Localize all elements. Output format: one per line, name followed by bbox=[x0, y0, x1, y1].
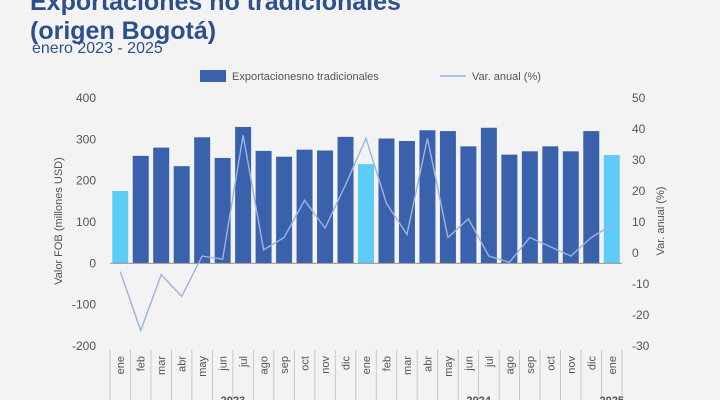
chart-subtitle: enero 2023 - 2025 bbox=[32, 40, 163, 57]
x-tick-label: jun bbox=[218, 356, 230, 372]
bar-mar bbox=[153, 147, 170, 264]
bar-may bbox=[194, 137, 211, 264]
bar-dic bbox=[337, 136, 354, 264]
legend-line-label: Var. anual (%) bbox=[472, 71, 541, 83]
y2-tick-label: 40 bbox=[632, 122, 646, 136]
x-tick-label: ago bbox=[259, 356, 271, 374]
bar-dic bbox=[583, 131, 600, 264]
y-tick-label: 100 bbox=[76, 215, 96, 229]
x-tick-label: mar bbox=[402, 356, 414, 375]
x-tick-label: may bbox=[443, 356, 455, 377]
x-tick-label: jun bbox=[463, 356, 475, 372]
x-tick-label: sep bbox=[525, 356, 537, 374]
year-label: 2023 bbox=[221, 395, 245, 400]
bar-mar bbox=[398, 140, 415, 264]
legend-bar-swatch bbox=[200, 70, 226, 82]
y2-tick-label: 0 bbox=[632, 246, 639, 260]
bar-series bbox=[112, 126, 620, 264]
bar-may bbox=[439, 131, 456, 264]
x-tick-label: abr bbox=[177, 356, 189, 372]
x-tick-label: sep bbox=[279, 356, 291, 374]
x-tick-label: dic bbox=[341, 356, 353, 371]
bar-sep bbox=[276, 156, 293, 264]
legend: Exportacionesno tradicionales Var. anual… bbox=[200, 70, 541, 83]
y2-tick-label: -30 bbox=[632, 339, 650, 353]
bar-feb bbox=[132, 155, 149, 264]
x-tick-label: oct bbox=[300, 356, 312, 371]
bar-ago bbox=[255, 150, 272, 264]
y-axis-left: -200 -100 0 100 200 300 400 bbox=[72, 91, 96, 353]
bar-abr bbox=[419, 130, 436, 264]
bar-ene bbox=[112, 191, 129, 264]
x-axis: ene feb mar abr may jun jul ago sep oct nov dic ene f… bbox=[109, 350, 624, 400]
x-tick-label: mar bbox=[156, 356, 168, 375]
line-series bbox=[119, 135, 613, 333]
y2-tick-label: 20 bbox=[632, 184, 646, 198]
x-tick-label: ene bbox=[115, 356, 127, 374]
chart-title: Exportaciones no tradicionales (origen B… bbox=[30, 0, 401, 46]
y2-axis-title: Var. anual (%) bbox=[655, 187, 667, 256]
bar-jul bbox=[480, 127, 497, 264]
y2-tick-label: 50 bbox=[632, 91, 646, 105]
y-tick-label: 400 bbox=[76, 91, 96, 105]
bar-nov bbox=[317, 150, 334, 264]
x-tick-label: dic bbox=[586, 356, 598, 371]
bar-oct bbox=[542, 146, 559, 264]
x-tick-label: oct bbox=[545, 356, 557, 371]
y-axis-right: -30 -20 -10 0 10 20 30 40 50 bbox=[632, 91, 650, 353]
legend-bar-label: Exportacionesno tradicionales bbox=[232, 71, 379, 83]
bar-jul bbox=[235, 126, 252, 264]
bar-ago bbox=[501, 154, 518, 264]
x-tick-label: nov bbox=[566, 356, 578, 374]
y2-tick-label: 10 bbox=[632, 215, 646, 229]
bar-jun bbox=[214, 157, 231, 264]
y-tick-label: 0 bbox=[89, 256, 96, 270]
y2-tick-label: -10 bbox=[632, 277, 650, 291]
bar-nov bbox=[562, 151, 579, 264]
y2-tick-label: 30 bbox=[632, 153, 646, 167]
bar-jun bbox=[460, 146, 477, 264]
x-tick-label: ago bbox=[504, 356, 516, 374]
year-label: 2025 bbox=[600, 395, 624, 400]
x-tick-label: nov bbox=[320, 356, 332, 374]
y-tick-label: 300 bbox=[76, 132, 96, 146]
x-tick-label: feb bbox=[381, 356, 393, 371]
y-tick-label: -200 bbox=[72, 339, 96, 353]
x-tick-label: jul bbox=[484, 356, 496, 368]
bar-ene bbox=[358, 164, 374, 264]
x-tick-label: ene bbox=[361, 356, 373, 374]
bar-abr bbox=[173, 166, 190, 264]
bar-oct bbox=[296, 149, 313, 264]
year-label: 2024 bbox=[466, 395, 491, 400]
y-axis-title: Valor FOB (millones USD) bbox=[53, 157, 65, 285]
x-tick-label: jul bbox=[238, 356, 250, 368]
x-tick-label: abr bbox=[422, 356, 434, 372]
bar-ene bbox=[603, 155, 620, 264]
chart-title-line-2: (origen Bogotá) bbox=[30, 17, 217, 45]
x-tick-label: feb bbox=[136, 356, 148, 371]
x-tick-label: may bbox=[197, 356, 209, 377]
y-tick-label: -100 bbox=[72, 298, 96, 312]
y-tick-label: 200 bbox=[76, 174, 96, 188]
bar-feb bbox=[378, 138, 395, 264]
chart-title-line-1: Exportaciones no tradicionales bbox=[30, 0, 401, 16]
y2-tick-label: -20 bbox=[632, 308, 650, 322]
x-tick-label: ene bbox=[607, 356, 619, 374]
bar-sep bbox=[521, 151, 538, 264]
